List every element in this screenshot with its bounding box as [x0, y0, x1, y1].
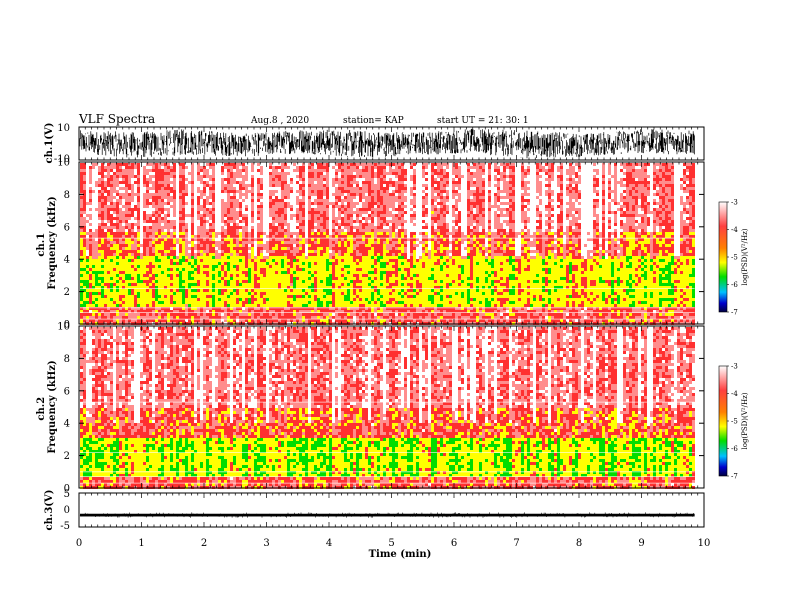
x-tick-9: 9	[638, 538, 644, 549]
ch2-colorbar-tick--5: -5	[731, 418, 738, 426]
ch1-ytick-0: 0	[64, 320, 70, 331]
ch1-ytick-6: 6	[64, 222, 70, 233]
ch2-ytick-6: 6	[64, 386, 70, 397]
x-tick-6: 6	[451, 538, 457, 549]
x-tick-4: 4	[326, 538, 332, 549]
ch1-colorbar-tick--3: -3	[731, 199, 738, 207]
ch3-waveform-frame	[78, 492, 705, 528]
time-axis: 0 1 2 3 4 5 6 7 8 9 10	[76, 127, 711, 549]
x-tick-10: 10	[698, 538, 711, 549]
ch3-ytick-top: 5	[64, 489, 70, 500]
ch2-colorbar-tick--6: -6	[731, 445, 738, 453]
ch1-ytick-bottom: -10	[54, 154, 70, 165]
x-tick-5: 5	[388, 538, 394, 549]
ch3-waveform-trace	[80, 513, 695, 517]
ch1-waveform-trace	[79, 128, 695, 159]
ch2-colorbar-label: log(PSD)(V²/Hz)	[741, 392, 749, 449]
ch1-colorbar-tick--5: -5	[731, 254, 738, 262]
start-time-label: start UT = 21: 30: 1	[437, 116, 529, 126]
ch3-ytick-middle: 0	[64, 505, 70, 516]
ch1-channel-label: ch.1	[36, 233, 47, 257]
ch1-ytick-10: 10	[57, 158, 70, 169]
ch3-waveform-panel: ch.3(V) 5 0 -5	[44, 489, 705, 532]
ch2-colorbar-tick--3: -3	[731, 363, 738, 371]
x-tick-8: 8	[576, 538, 582, 549]
ch1-colorbar-tick--4: -4	[731, 226, 738, 234]
ch2-ytick-0: 0	[64, 484, 70, 495]
x-tick-2: 2	[201, 538, 207, 549]
ch1-waveform-ylabel: ch.1(V)	[44, 122, 55, 163]
ch1-spectrogram-panel: ch.1 Frequency (kHz) 0 2 4 6 8 10 -3 -4 -5 -6 -7 l…	[36, 158, 749, 331]
ch1-ytick-top: 10	[57, 123, 70, 134]
x-axis-label: Time (min)	[369, 549, 432, 560]
ch2-frequency-label: Frequency (kHz)	[47, 360, 58, 453]
ch1-colorbar	[718, 201, 728, 313]
ch2-channel-label: ch.2	[36, 397, 47, 421]
ch2-ytick-10: 10	[57, 322, 70, 333]
ch3-waveform-ylabel: ch.3(V)	[44, 489, 55, 530]
x-tick-1: 1	[138, 538, 144, 549]
ch1-ytick-8: 8	[64, 190, 70, 201]
x-tick-7: 7	[513, 538, 519, 549]
ch1-colorbar-tick--7: -7	[731, 309, 738, 317]
ch2-ytick-4: 4	[64, 419, 70, 430]
x-tick-3: 3	[263, 538, 269, 549]
ch2-spectrogram-panel: ch.2 Frequency (kHz) 0 2 4 6 8 10 -3 -4 -5 -6 -7 l…	[36, 322, 749, 495]
ch3-ytick-bottom: -5	[60, 521, 70, 532]
ch2-ytick-8: 8	[64, 354, 70, 365]
ch2-colorbar	[718, 365, 728, 477]
x-tick-0: 0	[76, 538, 82, 549]
ch1-ytick-2: 2	[64, 287, 70, 298]
ch1-ytick-4: 4	[64, 255, 70, 266]
station-label: station= KAP	[343, 116, 404, 126]
ch2-colorbar-tick--4: -4	[731, 390, 738, 398]
figure-title: VLF Spectra	[78, 112, 155, 126]
ch1-frequency-label: Frequency (kHz)	[47, 196, 58, 289]
date-label: Aug.8 , 2020	[250, 116, 309, 126]
ch1-colorbar-label: log(PSD)(V²/Hz)	[741, 228, 749, 285]
ch1-colorbar-tick--6: -6	[731, 281, 738, 289]
ch1-waveform-panel: ch.1(V) 10 -10	[44, 122, 705, 165]
ch2-colorbar-tick--7: -7	[731, 473, 738, 481]
ch2-ytick-2: 2	[64, 451, 70, 462]
